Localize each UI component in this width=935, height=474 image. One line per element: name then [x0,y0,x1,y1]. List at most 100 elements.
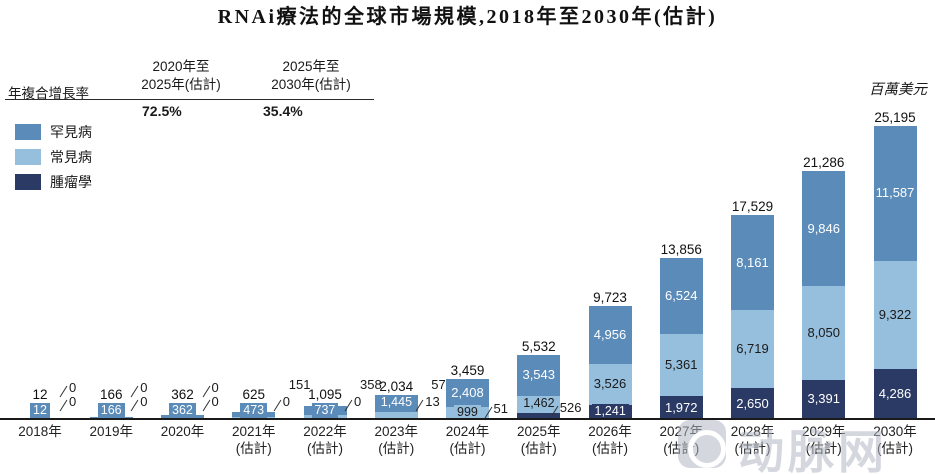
cagr-value-2: 35.4% [263,103,303,119]
cagr-value-1: 72.5% [142,103,182,119]
bar-segment-common [659,333,703,397]
legend-item-common: 常見病 [15,148,92,165]
bar-value-label-rare: 3,543 [522,367,556,383]
bar-value-chip-rare: 362 [169,403,196,418]
bar-value-label-rare: 6,524 [664,287,698,303]
callout-common: 151 [288,377,311,392]
bar-segment-rare [588,305,632,364]
bar-value-label-oncology: 3,391 [807,391,841,407]
x-axis-label: 2029年 (估計) [801,424,846,456]
legend-swatch-common-icon [15,148,41,165]
x-axis-label: 2024年 (估計) [445,424,490,456]
bar-total-label: 1,095 [308,387,342,402]
x-axis-label: 2019年 [89,424,134,439]
bar-value-label-oncology: 2,650 [736,395,769,411]
bar-value-label-rare: 8,161 [736,254,769,270]
cagr-period-1-line1: 2020年至 [152,59,210,74]
cagr-period-2: 2025年至 2030年(估計) [248,58,374,94]
callout-common: 0 [211,380,219,395]
callout-oncology: 51 [493,401,508,416]
bar-total-label: 166 [99,387,123,402]
bar-total-label: 17,529 [731,199,774,215]
callout-oncology: 0 [282,394,290,409]
cagr-period-2-line2: 2030年(估計) [271,77,351,92]
bar-value-label-rare: 2,408 [451,384,484,400]
bar-value-label-rare: 9,846 [807,220,841,236]
bar-total-label: 21,286 [803,155,845,171]
cagr-period-2-line1: 2025年至 [282,59,340,74]
x-axis-label: 2030年 (估計) [873,424,917,456]
cagr-row-label: 年複合增長率 [8,86,89,101]
bar-segment-oncology [873,369,917,419]
bar-segment-rare [659,257,703,334]
cagr-divider [5,99,374,100]
chart-title: RNAi療法的全球市場規模,2018年至2030年(估計) [217,6,718,28]
bar-segment-rare [873,126,917,261]
bar-segment-oncology [659,396,703,419]
callout-common: 358 [360,377,382,392]
bar-value-chip-common: 999 [454,404,481,420]
bar-total-label: 25,195 [874,110,916,125]
legend-swatch-oncology-icon [15,173,41,190]
bar-value-chip-rare: 166 [97,403,125,418]
legend-label-rare: 罕見病 [50,123,92,140]
cagr-period-1: 2020年至 2025年(估計) [118,58,244,94]
bar-total-label: 625 [242,387,266,402]
callout-oncology: 0 [69,394,77,409]
bar-total-label: 13,856 [660,241,702,257]
bar-segment-rare [731,215,774,311]
x-axis-label: 2021年 (估計) [231,424,276,456]
bar-segment-common [588,363,632,405]
x-axis-line [0,418,935,420]
legend-item-oncology: 腫瘤學 [15,173,92,190]
callout-oncology: 0 [211,394,219,409]
bar-total-label: 3,459 [450,362,485,378]
bar-value-label-common: 8,050 [807,324,841,340]
bar-segment-rare [517,354,561,396]
legend-label-oncology: 腫瘤學 [50,173,92,190]
bar-segment-common [873,260,917,370]
bar-value-label-common: 9,322 [878,306,912,322]
bar-value-chip-rare: 1,445 [377,395,416,411]
callout-oncology: 0 [354,394,362,409]
bar-segment-common [731,310,774,389]
legend-label-common: 常見病 [50,148,92,165]
bar-value-label-oncology: 4,286 [878,386,912,402]
callout-oncology: 13 [425,394,440,409]
bar-value-label-common: 5,361 [664,356,698,372]
bar-value-label-rare: 11,587 [875,185,915,201]
callout-oncology: 526 [559,400,582,415]
legend-item-rare: 罕見病 [15,123,92,140]
bar-total-label: 2,034 [379,379,414,395]
x-axis-label: 2022年 (估計) [303,424,347,456]
x-axis-label: 2025年 (估計) [516,424,561,456]
bar-value-chip-common: 1,462 [520,396,558,412]
x-axis-label: 2026年 (估計) [588,424,632,456]
bar-value-chip-rare: 473 [240,403,268,418]
bar-total-label: 12 [32,387,48,402]
bar-segment-oncology [517,412,561,419]
bar-segment-common [802,285,846,380]
bar-segment-oncology [802,379,846,419]
bar-segment-oncology [731,388,774,419]
bar-value-chip-rare: 12 [30,403,50,418]
bar-segment-rare [802,171,846,286]
x-axis-label: 2020年 [160,424,205,439]
legend-swatch-rare-icon [15,123,41,140]
bar-total-label: 9,723 [593,289,627,305]
bar-value-label-common: 6,719 [736,341,769,357]
cagr-period-1-line2: 2025年(估計) [141,77,221,92]
x-axis-label: 2028年 (估計) [730,424,775,456]
callout-oncology: 0 [140,394,148,409]
bar-value-chip-rare: 737 [311,403,339,418]
bar-segment-rare [446,378,489,407]
bar-total-label: 362 [171,387,194,402]
bar-value-chip-oncology: 1,241 [591,403,629,419]
bar-total-label: 5,532 [521,338,556,354]
x-axis-label: 2023年 (估計) [374,424,419,456]
callout-common: 0 [69,380,77,395]
bar-segment-common [374,412,418,419]
x-axis-label: 2018年 [18,424,62,439]
